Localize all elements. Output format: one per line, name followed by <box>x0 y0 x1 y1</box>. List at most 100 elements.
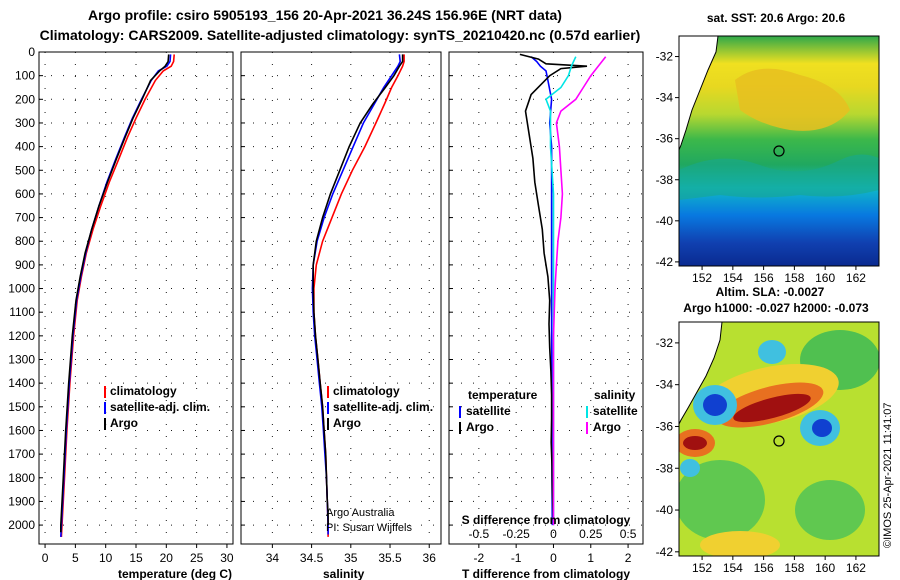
diff-x2tick-label: 0.25 <box>579 527 603 541</box>
diff-legend-left-item: satellite <box>466 404 511 418</box>
sst-coastline <box>679 36 719 151</box>
salinity-panel: 34 34.5 35 35.5 36 salinity climatology satelli… <box>240 51 442 580</box>
temperature-series-argo <box>60 54 170 533</box>
credit-line-2: PI: Susan Wijffels <box>326 522 412 534</box>
difference-xtick-label: 0 <box>550 551 557 565</box>
temperature-panel: 0 5 10 15 20 25 300100200300400500600700800900… <box>8 45 234 580</box>
sla-coastline <box>679 322 723 425</box>
difference-series-argo <box>519 53 588 526</box>
salinity-xlabel: salinity <box>323 567 365 580</box>
salinity-xtick-label: 34 <box>266 551 280 565</box>
sla-map-subtitle: Argo h1000: -0.027 h2000: -0.073 <box>683 301 869 315</box>
temperature-xtick-label: 15 <box>129 551 143 565</box>
temperature-legend-item: Argo <box>110 416 138 430</box>
sla-green-patch-2 <box>679 460 765 540</box>
sst_map-xtick-label: 160 <box>815 271 835 285</box>
sla_map-ytick-label: -32 <box>656 336 674 350</box>
figure-title-line2: Climatology: CARS2009. Satellite-adjuste… <box>40 27 641 43</box>
sla_map-ytick-label: -38 <box>656 461 674 475</box>
depth-tick-label: 200 <box>15 92 35 106</box>
temperature-frame <box>38 51 234 545</box>
diff-legend-right-title: salinity <box>594 388 636 402</box>
depth-tick-label: 1500 <box>8 400 35 414</box>
sla-map-title: Altim. SLA: -0.0027 <box>716 285 825 299</box>
sla-red-core <box>733 393 811 423</box>
sla-yellow-south <box>700 531 780 556</box>
sst-front <box>679 154 879 200</box>
sla-argo-marker <box>773 435 785 447</box>
sla_map-xtick-label: 158 <box>784 561 804 575</box>
sla_map-ytick-label: -36 <box>656 419 674 433</box>
sla-blue-eddy-3 <box>758 340 786 364</box>
difference-xtick-label: -1 <box>511 551 522 565</box>
sla_map-xtick-label: 152 <box>692 561 712 575</box>
sst_map-ytick-label: -34 <box>656 91 674 105</box>
salinity-legend-item: climatology <box>333 384 400 398</box>
sst-map <box>679 36 879 266</box>
depth-tick-label: 1200 <box>8 329 35 343</box>
salinity-series-argo <box>312 54 404 526</box>
depth-tick-label: 900 <box>15 258 35 272</box>
sla_map-xtick-label: 154 <box>723 561 743 575</box>
sst-warm-eddy <box>735 68 850 131</box>
diff-x2tick-label: -0.5 <box>469 527 490 541</box>
sst_map-xtick-label: 158 <box>784 271 804 285</box>
salinity-legend-item: Argo <box>333 416 361 430</box>
diff-legend-left-item: Argo <box>466 420 494 434</box>
temperature-xtick-label: 5 <box>72 551 79 565</box>
sst_map-ytick-label: -36 <box>656 132 674 146</box>
sla-land <box>679 322 722 424</box>
salinity-xtick-label: 35 <box>344 551 358 565</box>
sst_map-ytick-label: -38 <box>656 173 674 187</box>
difference-xlabel: T difference from climatology <box>462 567 630 580</box>
sla-cyan-south <box>680 459 700 477</box>
depth-tick-label: 600 <box>15 187 35 201</box>
sla_map-ytick-label: -42 <box>656 545 674 559</box>
sla_map-ytick-label: -34 <box>656 378 674 392</box>
depth-tick-label: 500 <box>15 163 35 177</box>
imos-stamp: ©IMOS 25-Apr-2021 11:41:07 <box>882 403 894 548</box>
temperature-xtick-label: 10 <box>99 551 113 565</box>
salinity-frame <box>240 51 442 545</box>
depth-tick-label: 400 <box>15 140 35 154</box>
difference-series-sal_argo <box>552 56 607 526</box>
diff-legend-right-item: Argo <box>593 420 621 434</box>
depth-tick-label: 1300 <box>8 353 35 367</box>
sla-map <box>679 322 879 556</box>
temperature-xtick-label: 30 <box>220 551 234 565</box>
diff-x2tick-label: 0.5 <box>620 527 637 541</box>
sla_map-xtick-label: 160 <box>815 561 835 575</box>
salinity-xtick-label: 35.5 <box>378 551 402 565</box>
credit-line-1: Argo Australia <box>326 507 395 519</box>
diff-x2tick-label: -0.25 <box>502 527 530 541</box>
sst_map-ytick-label: -32 <box>656 50 674 64</box>
depth-tick-label: 300 <box>15 116 35 130</box>
salinity-xtick-label: 36 <box>423 551 437 565</box>
sla-map-axes: 152 154 156 158 160 162 -32 -34 -36 -38 -40 -42 <box>656 321 880 575</box>
temperature-legend-item: climatology <box>110 384 177 398</box>
depth-tick-label: 1700 <box>8 447 35 461</box>
temperature-series-climatology <box>60 54 175 537</box>
temperature-legend-item: satellite-adj. clim. <box>110 400 210 414</box>
depth-tick-label: 1400 <box>8 376 35 390</box>
sst_map-xtick-label: 154 <box>723 271 743 285</box>
sst_map-frame <box>678 35 880 267</box>
figure-title-line1: Argo profile: csiro 5905193_156 20-Apr-2… <box>88 7 562 23</box>
sst-map-title: sat. SST: 20.6 Argo: 20.6 <box>707 11 846 25</box>
temperature-xlabel: temperature (deg C) <box>118 567 232 580</box>
salinity-xtick-label: 34.5 <box>300 551 324 565</box>
difference-xtick-label: -2 <box>474 551 485 565</box>
sla_map-ytick-label: -40 <box>656 503 674 517</box>
difference-xtick-label: 2 <box>625 551 632 565</box>
difference-xtick-label: 1 <box>587 551 594 565</box>
salinity-legend-item: satellite-adj. clim. <box>333 400 433 414</box>
depth-tick-label: 1000 <box>8 282 35 296</box>
depth-tick-label: 2000 <box>8 518 35 532</box>
diff-x2label: S difference from climatology <box>462 513 631 527</box>
sst_map-ytick-label: -40 <box>656 214 674 228</box>
difference-series-sal_satellite <box>545 56 577 526</box>
sla-blue-eddy-2 <box>812 419 832 437</box>
difference-frame <box>448 51 644 545</box>
sla-blue-eddy <box>703 394 727 416</box>
sst_map-xtick-label: 152 <box>692 271 712 285</box>
